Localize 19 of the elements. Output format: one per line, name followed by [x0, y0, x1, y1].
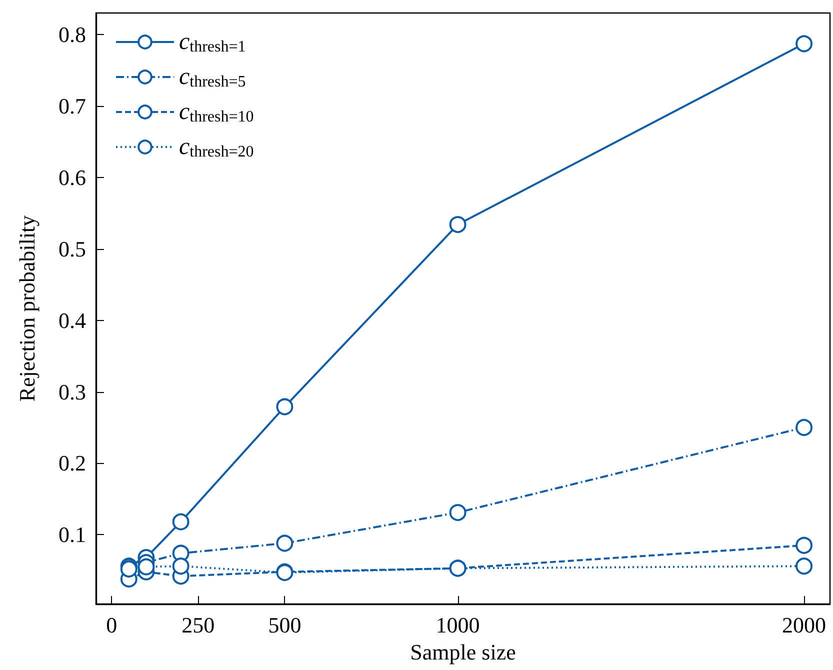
- y-tick-label: 0.5: [58, 236, 86, 262]
- x-tick-label: 1000: [436, 612, 480, 638]
- x-axis-title: Sample size: [410, 639, 516, 664]
- y-tick-label: 0.2: [58, 450, 86, 476]
- legend-label: cthresh=5: [179, 64, 246, 90]
- legend-label: cthresh=10: [179, 99, 254, 126]
- y-axis-title: Rejection probability: [14, 215, 40, 402]
- y-tick-label: 0.3: [58, 379, 86, 404]
- y-tick-label: 0.6: [58, 164, 86, 190]
- y-tick-label: 0.7: [58, 93, 86, 118]
- y-tick-label: 0.8: [58, 22, 86, 47]
- x-tick-label: 500: [268, 612, 302, 638]
- y-tick-label: 0.1: [58, 522, 86, 548]
- legend-label: cthresh=1: [179, 29, 246, 56]
- legend-label: cthresh=20: [179, 134, 254, 160]
- x-tick-label: 0: [106, 612, 118, 638]
- y-tick-label: 0.4: [58, 308, 86, 333]
- x-tick-label: 250: [182, 612, 215, 638]
- x-tick-label: 2000: [782, 612, 826, 638]
